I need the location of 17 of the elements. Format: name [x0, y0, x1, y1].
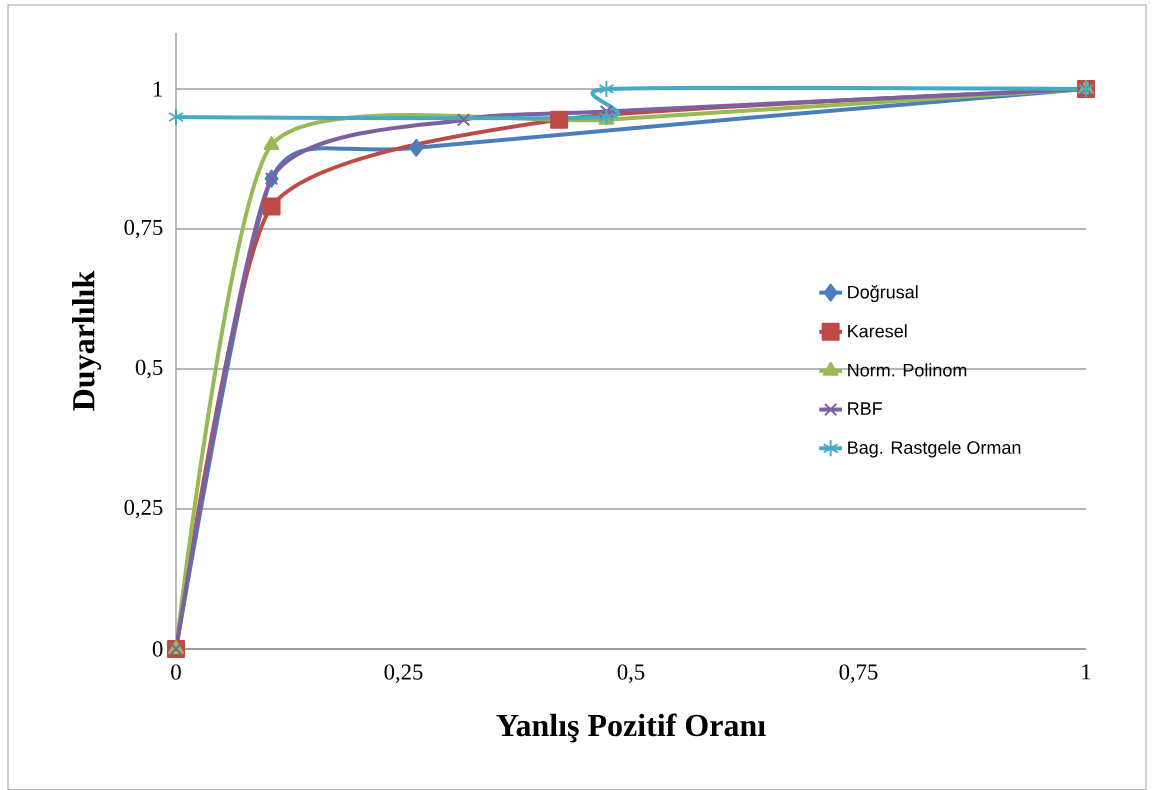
y-tick-label: 1	[153, 81, 162, 97]
y-tick-label: 0	[152, 641, 163, 657]
y-tick-label: 0,75	[124, 219, 163, 239]
x-tick-label: 0,5	[617, 664, 645, 683]
x-tick-label: 1	[1082, 664, 1091, 680]
y-tick-label: 0,25	[124, 499, 163, 519]
legend-label: Karesel	[848, 324, 907, 338]
y-axis-title: Duyarlılık	[72, 270, 102, 411]
x-tick-label: 0,75	[839, 664, 878, 683]
legend-label: RBF	[848, 402, 882, 415]
legend-label: Norm. Polinom	[848, 363, 967, 377]
x-tick-label: 0	[171, 664, 181, 680]
legend-label: Doğrusal	[848, 284, 918, 302]
y-tick-label: 0,5	[135, 359, 163, 379]
legend-label: Bag. Rastgele Orman	[848, 440, 1021, 458]
x-tick-label: 0,25	[384, 664, 423, 683]
x-axis-title: Yanlış Pozitif Oranı	[496, 713, 766, 743]
